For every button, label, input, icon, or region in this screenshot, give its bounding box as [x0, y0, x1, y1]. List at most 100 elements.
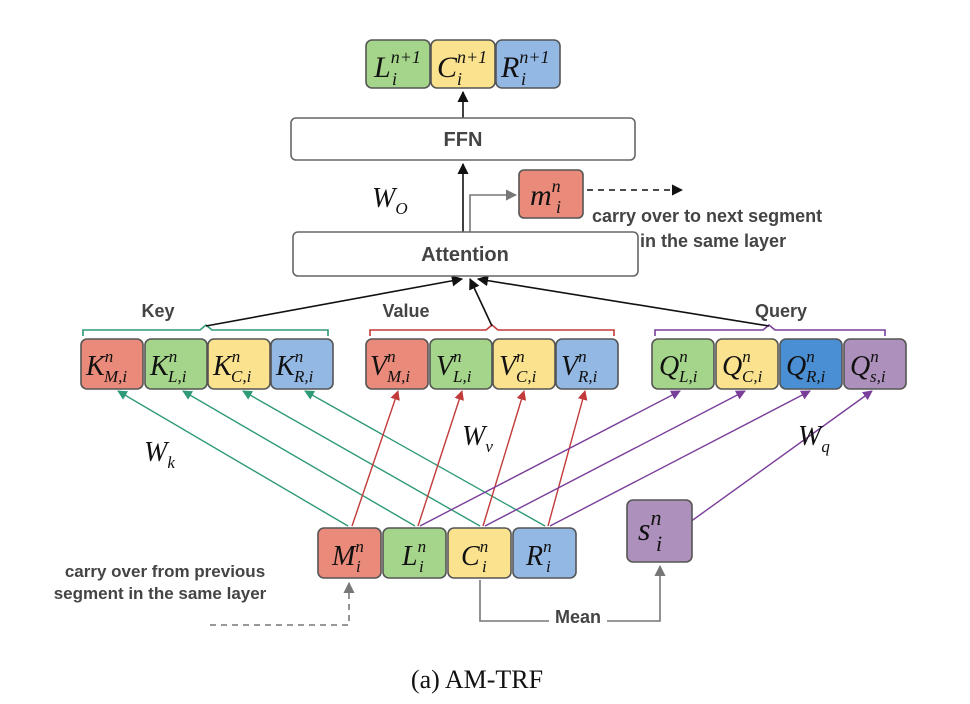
svg-text:QnC,i: Qn C,i	[722, 347, 763, 386]
key-cell-c: Kn C,i	[207, 338, 271, 390]
query-cell-s-base: Q	[850, 351, 870, 382]
query-cell-s-box	[843, 338, 907, 390]
arrow-m-to-vm	[351, 390, 400, 527]
key-row: Kn M,i Kn L,i Kn C,i Kn R,i	[80, 338, 334, 390]
svg-text:KnL,i: Kn L,i	[149, 347, 187, 386]
query-cell-r-base: Q	[786, 351, 806, 382]
input-cell-c-box	[447, 527, 512, 579]
summary-cell-sub: i	[656, 531, 662, 556]
output-cell-c: Cn+1 i	[430, 39, 496, 89]
value-cell-r-base: V	[561, 351, 581, 382]
summary-cell: sn i	[626, 499, 693, 563]
query-cell-l-sub: L,i	[678, 367, 698, 386]
key-cell-l-base: K	[149, 351, 170, 382]
wq-label: Wq	[798, 421, 830, 456]
wv-base: W	[462, 421, 488, 452]
arrow-l-to-ql	[419, 390, 681, 527]
input-cell-l-sub: i	[419, 557, 424, 576]
wv-label: Wv	[462, 421, 493, 456]
group-to-attention-arrows	[205, 275, 770, 327]
output-cell-l-sup: n+1	[391, 47, 421, 67]
input-cell-l-box	[382, 527, 447, 579]
query-cell-r-sup: n	[806, 347, 815, 366]
wk-sub: k	[167, 453, 175, 472]
svg-text:VnR,i: Vn R,i	[561, 347, 598, 386]
memory-out-sup: n	[552, 176, 561, 196]
wk-label: Wk	[144, 437, 175, 472]
key-cell-m-sup: n	[105, 347, 114, 366]
query-cell-r-box	[779, 338, 843, 390]
input-row: Mn i Ln i Cn i Rn i	[317, 527, 577, 579]
query-cell-l-box	[651, 338, 715, 390]
key-cell-r-sup: n	[295, 347, 304, 366]
svg-text:VnM,i: Vn M,i	[370, 347, 410, 386]
key-cell-r-base: K	[275, 351, 296, 382]
key-cell-m-box	[80, 338, 144, 390]
output-cell-r-sub: i	[521, 69, 526, 89]
query-row: Qn L,i Qn C,i Qn R,i Qn s,i	[651, 338, 907, 390]
output-cell-c-sup: n+1	[457, 47, 487, 67]
arrow-m-to-km	[117, 390, 349, 527]
output-cell-l-box	[365, 39, 431, 89]
svg-text:mni: mn i	[530, 176, 561, 217]
svg-text:QnL,i: Qn L,i	[659, 347, 698, 386]
output-cell-r: Rn+1 i	[495, 39, 561, 89]
svg-text:Cn+1i: Cn+1 i	[437, 47, 487, 89]
input-cell-m: Mn i	[317, 527, 382, 579]
svg-text:Qns,i: Qn s,i	[850, 347, 886, 386]
arrow-key-to-attention	[205, 275, 464, 327]
value-cell-l-sup: n	[453, 347, 462, 366]
query-cell-c-box	[715, 338, 779, 390]
input-cell-c-sup: n	[480, 537, 489, 556]
value-cell-m-sub: M,i	[386, 367, 410, 386]
value-cell-c: Vn C,i	[492, 338, 556, 390]
input-cell-r-sup: n	[543, 537, 552, 556]
value-cell-c-base: V	[499, 351, 519, 382]
arrow-s-to-qs	[671, 390, 873, 536]
wq-base: W	[798, 421, 824, 452]
wq-sub: q	[821, 437, 830, 456]
key-cell-r-box	[270, 338, 334, 390]
key-projection-arrows	[117, 390, 546, 527]
svg-text:Rn+1i: Rn+1 i	[500, 47, 549, 89]
carry-next-line2: in the same layer	[640, 231, 786, 251]
ffn-block	[290, 117, 636, 161]
value-cell-m-sup: n	[387, 347, 396, 366]
value-cell-l-sub: L,i	[452, 367, 472, 386]
wo-sub: O	[395, 199, 407, 218]
summary-cell-sup: n	[650, 505, 661, 530]
query-cell-s: Qn s,i	[843, 338, 907, 390]
summary-cell-base: s	[638, 511, 650, 547]
query-cell-r-sub: R,i	[805, 367, 826, 386]
input-cell-m-box	[317, 527, 382, 579]
query-cell-s-sup: n	[870, 347, 879, 366]
svg-text:KnM,i: Kn M,i	[85, 347, 127, 386]
ffn-label: FFN	[444, 129, 483, 151]
output-cell-r-sup: n+1	[519, 47, 549, 67]
output-cell-c-sub: i	[457, 69, 462, 89]
svg-text:Cni: Cn i	[461, 537, 488, 576]
query-cell-s-sub: s,i	[870, 367, 886, 386]
value-cell-c-sub: C,i	[516, 367, 537, 386]
query-cell-c-sup: n	[742, 347, 751, 366]
value-label: Value	[382, 301, 429, 321]
key-cell-l-sub: L,i	[167, 367, 187, 386]
key-cell-m-sub: M,i	[103, 367, 127, 386]
query-cell-l: Qn L,i	[651, 338, 715, 390]
value-cell-r-sup: n	[578, 347, 587, 366]
memory-out-base: m	[530, 179, 552, 212]
input-cell-m-sub: i	[356, 557, 361, 576]
key-cell-l: Kn L,i	[144, 338, 208, 390]
key-cell-c-sup: n	[232, 347, 241, 366]
query-cell-c-base: Q	[722, 351, 742, 382]
output-cell-r-base: R	[500, 51, 519, 84]
value-cell-m-base: V	[370, 351, 390, 382]
svg-text:VnC,i: Vn C,i	[499, 347, 537, 386]
input-cell-l: Ln i	[382, 527, 447, 579]
key-cell-l-sup: n	[169, 347, 178, 366]
summary-cell-box	[626, 499, 693, 563]
carry-next-line1: carry over to next segment	[592, 206, 822, 226]
key-cell-c-base: K	[212, 351, 233, 382]
key-cell-l-box	[144, 338, 208, 390]
value-cell-l: Vn L,i	[429, 338, 493, 390]
